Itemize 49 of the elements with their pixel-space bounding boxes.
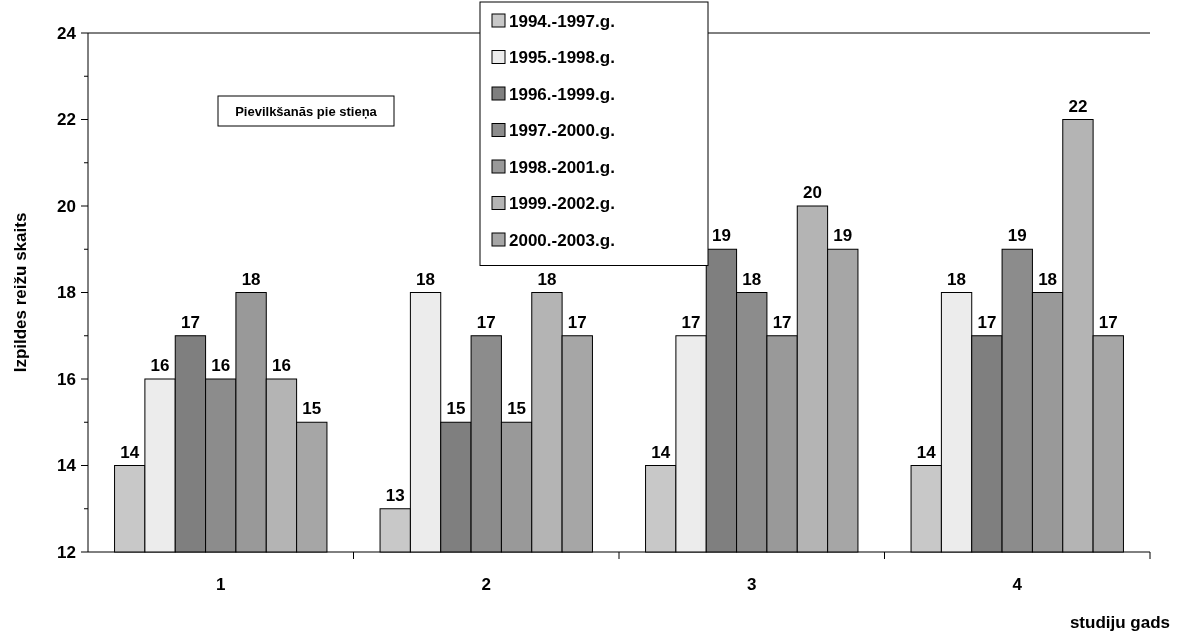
data-label: 17: [567, 312, 587, 332]
x-tick-label: 3: [747, 575, 757, 594]
legend-label: 1994.-1997.g.: [509, 11, 615, 31]
y-tick-label: 16: [57, 369, 76, 389]
y-tick-label: 20: [57, 196, 76, 216]
data-label: 17: [1098, 312, 1118, 332]
data-label: 18: [241, 269, 261, 289]
legend-label: 1998.-2001.g.: [509, 157, 615, 177]
data-label: 16: [211, 356, 231, 375]
x-axis-title: studiju gads: [1069, 613, 1170, 632]
data-label: 16: [271, 356, 291, 375]
legend-label: 1999.-2002.g.: [509, 194, 615, 214]
data-label: 18: [1038, 269, 1058, 289]
legend-label: 1996.-1999.g.: [509, 84, 615, 104]
data-label: 18: [742, 269, 762, 289]
data-label: 19: [1007, 226, 1027, 246]
y-tick-label: 18: [57, 283, 76, 303]
data-label: 20: [802, 183, 822, 202]
x-tick-label: 1: [216, 575, 226, 594]
data-label: 15: [507, 399, 527, 419]
data-label: 18: [537, 269, 557, 289]
y-tick-label: 12: [57, 542, 76, 562]
data-label: 14: [916, 442, 937, 462]
legend-label: 1997.-2000.g.: [509, 121, 615, 141]
data-label: 22: [1068, 96, 1088, 116]
y-axis-title: Izpildes reižu skaits: [11, 212, 30, 373]
y-tick-label: 24: [57, 23, 77, 43]
data-label: 15: [302, 399, 322, 419]
data-label: 19: [833, 226, 853, 246]
annotation: Pievilkšanās pie stieņa: [235, 103, 378, 119]
data-label: 18: [416, 269, 436, 289]
data-label: 13: [385, 485, 405, 505]
y-tick-label: 14: [57, 456, 77, 476]
legend-label: 1995.-1998.g.: [509, 48, 615, 68]
data-label: 17: [772, 312, 792, 332]
data-label: 17: [180, 312, 200, 332]
data-label: 15: [446, 399, 466, 419]
data-label: 17: [476, 312, 496, 332]
data-label: 17: [977, 312, 997, 332]
y-tick-label: 22: [57, 110, 76, 130]
data-label: 14: [120, 442, 140, 462]
data-label: 16: [150, 356, 170, 375]
data-label: 18: [947, 269, 967, 289]
data-label: 17: [681, 312, 701, 332]
x-tick-label: 2: [481, 575, 491, 594]
data-label: 14: [651, 442, 671, 462]
data-label: 19: [711, 226, 731, 246]
legend-label: 2000.-2003.g.: [509, 230, 615, 250]
x-tick-label: 4: [1012, 575, 1023, 594]
